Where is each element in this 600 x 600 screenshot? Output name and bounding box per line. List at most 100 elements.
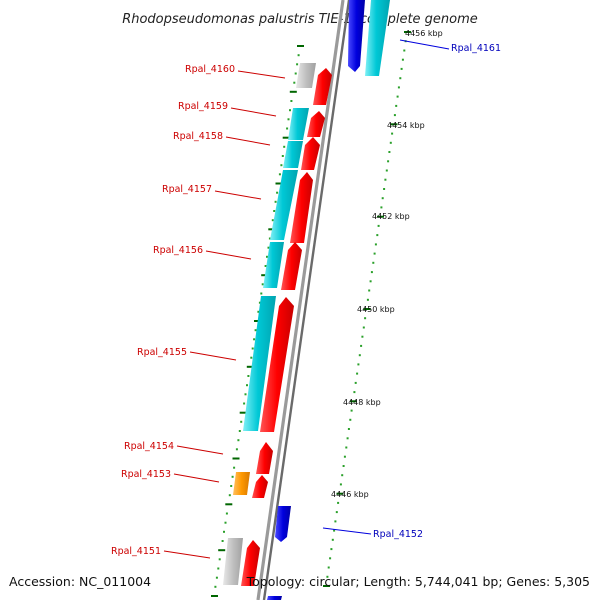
inner-tick [294,72,297,75]
outer-tick [380,206,383,209]
kbp-label-4448: 4448 kbp [343,398,381,407]
gene-rpal4152[interactable] [275,506,291,542]
gene-rpal4152-cds[interactable] [275,506,291,542]
leader-rpal4152 [322,527,372,535]
inner-tick [268,228,276,231]
outer-tick [364,317,367,320]
gene-rpal4151[interactable] [223,538,260,586]
gene-rpal4151-gene[interactable] [223,538,243,585]
label-rpal4156[interactable]: Rpal_4156 [153,245,203,256]
gene-labels: Rpal_4161 Rpal_4160 Rpal_4159 Rpal_4158 … [111,39,501,559]
label-rpal4160[interactable]: Rpal_4160 [185,64,235,75]
outer-tick [323,585,330,587]
outer-tick [374,243,377,246]
gene-rpal4159-gene[interactable] [288,108,309,140]
outer-tick [329,557,332,560]
label-rpal4154[interactable]: Rpal_4154 [124,441,174,452]
outer-tick [397,86,400,89]
inner-tick [247,375,250,377]
gene-rpal4156-cds[interactable] [281,242,302,290]
inner-tick [264,265,267,267]
accession-text: Accession: NC_011004 [9,574,151,589]
inner-tick [215,576,218,579]
label-rpal4159[interactable]: Rpal_4159 [178,101,228,112]
outer-tick [363,308,371,310]
gene-rpal4155-cds[interactable] [260,297,294,432]
gene-rpal4161-gene[interactable] [365,0,390,76]
outer-tick [403,49,406,52]
outer-tick [377,215,384,218]
inner-tick [276,191,279,194]
gene-bottom-forward-cds[interactable] [267,596,282,600]
gene-rpal4160-cds[interactable] [313,68,332,105]
outer-tick [339,483,342,486]
outer-tick [333,529,336,532]
outer-tick [385,169,388,172]
gene-rpal4160[interactable] [296,63,332,105]
label-rpal4157[interactable]: Rpal_4157 [162,184,212,195]
gene-rpal4154[interactable] [256,442,273,474]
leader-rpal4156 [205,250,252,260]
gene-rpal4157-gene[interactable] [270,170,298,240]
outer-tick [336,492,344,495]
label-rpal4152[interactable]: Rpal_4152 [373,529,423,540]
outer-tick-row [323,31,411,587]
gene-rpal4151-cds[interactable] [241,540,260,586]
gene-rpal4161-cds[interactable] [348,0,365,72]
gene-rpal4160-gene[interactable] [296,63,316,88]
inner-tick-row [211,45,304,597]
gene-rpal4159[interactable] [288,108,325,140]
outer-tick [331,538,334,541]
gene-rpal4156[interactable] [263,242,302,290]
gene-rpal4153-gene[interactable] [233,472,250,495]
kbp-label-4456: 4456 kbp [405,29,443,38]
gene-rpal4153-cds[interactable] [252,475,268,498]
outer-tick [357,363,360,366]
outer-tick [370,271,373,274]
gene-rpal4154-cds[interactable] [256,442,273,474]
inner-tick [297,54,300,57]
leader-rpal4154 [176,445,224,455]
inner-tick [282,136,290,139]
gene-rpal4157[interactable] [270,170,313,243]
gene-rpal4155[interactable] [243,296,294,432]
gene-rpal4159-cds[interactable] [307,111,325,137]
outer-tick [350,400,357,403]
label-rpal4151[interactable]: Rpal_4151 [111,546,161,557]
kbp-label-4446: 4446 kbp [331,490,369,499]
label-rpal4161[interactable]: Rpal_4161 [451,43,501,54]
inner-tick [290,100,293,102]
leader-rpal4155 [189,351,237,361]
inner-tick [232,457,240,460]
inner-tick [224,521,227,524]
inner-tick [244,393,247,396]
kbp-label-4452: 4452 kbp [372,212,410,221]
label-rpal4153[interactable]: Rpal_4153 [121,469,171,480]
outer-tick [381,197,384,200]
label-rpal4158[interactable]: Rpal_4158 [173,131,223,142]
gene-rpal4158[interactable] [283,137,320,170]
outer-tick [391,132,394,135]
inner-tick [246,384,248,387]
inner-tick [268,237,271,240]
gene-rpal4161[interactable] [348,0,390,76]
inner-tick [273,210,276,212]
gene-rpal4158-gene[interactable] [283,141,303,168]
inner-tick [297,45,304,47]
gene-rpal4155-gene[interactable] [243,296,276,431]
outer-tick [404,31,411,33]
outer-tick [350,409,353,412]
label-rpal4155[interactable]: Rpal_4155 [137,347,187,358]
inner-tick [225,512,228,515]
kbp-label-4454: 4454 kbp [387,121,425,130]
outer-tick [387,160,390,163]
inner-tick [225,503,233,506]
inner-tick [251,347,254,350]
gene-rpal4153[interactable] [233,472,268,498]
inner-tick [243,402,246,405]
outer-tick [372,261,375,264]
gene-rpal4156-gene[interactable] [263,242,284,288]
gene-rpal4157-cds[interactable] [290,172,313,243]
gene-rpal4158-cds[interactable] [301,137,320,170]
